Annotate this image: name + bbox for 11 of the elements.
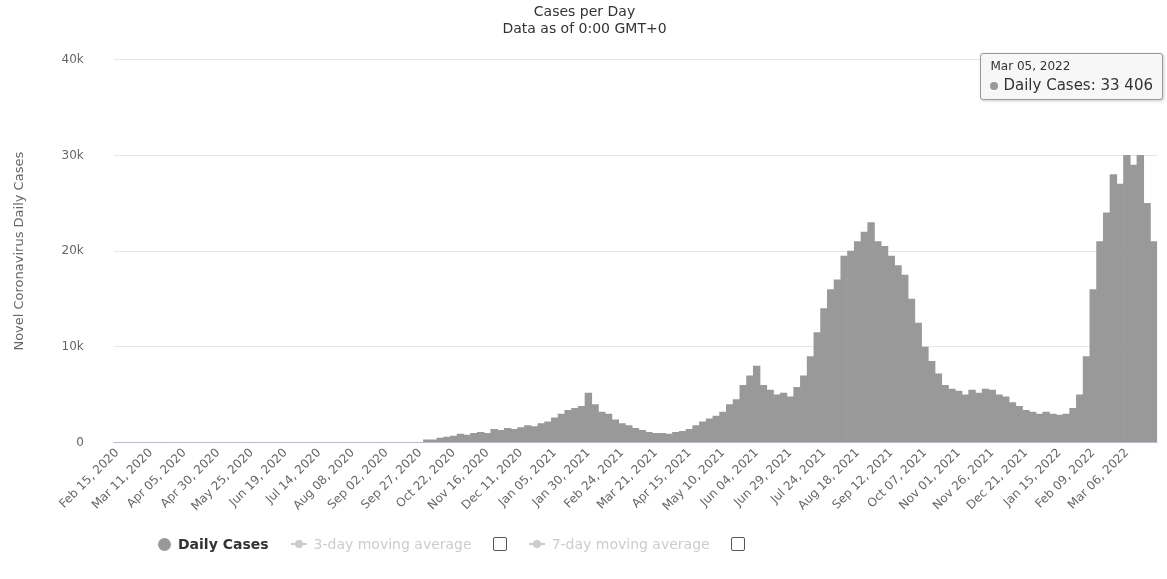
y-axis-title: Novel Coronavirus Daily Cases: [11, 151, 27, 351]
legend-label: Daily Cases: [178, 536, 269, 552]
chart-title: Cases per Day: [533, 3, 636, 20]
annotation: Mar 05, 2022: [990, 59, 1072, 73]
chart-subtitle: Data as of 0:00 GMT+0: [502, 19, 667, 36]
y-tick-label: 40k: [61, 51, 84, 66]
y-tick-label: 20k: [61, 243, 84, 258]
y-tick-label: 0: [76, 434, 84, 449]
annotation: Daily Cases: 33 406: [1002, 76, 1153, 94]
y-tick-label: 10k: [61, 339, 84, 354]
y-tick-label: 30k: [61, 147, 84, 162]
